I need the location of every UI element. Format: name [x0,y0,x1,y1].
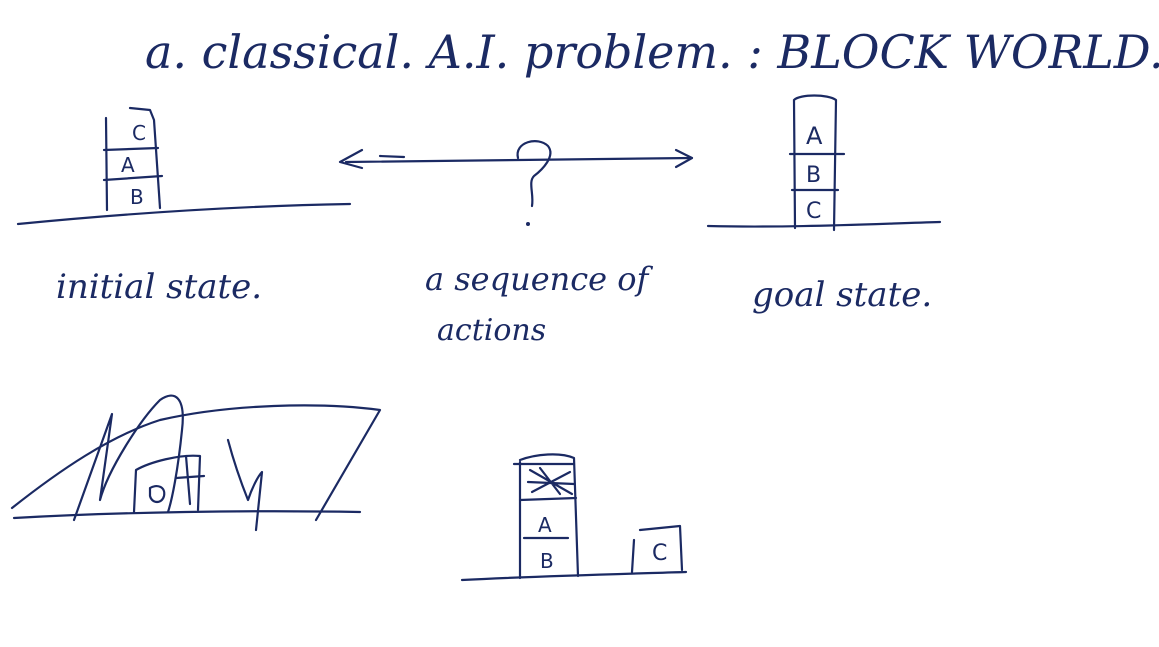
scribble-stroke-4 [226,438,264,532]
initial-state-label: initial state. [56,267,262,307]
table-line-goal [706,220,942,228]
goal-state-label: goal state. [752,275,932,315]
stack-outline-intermediate [518,453,580,580]
double-arrow-line [344,156,694,164]
goal-state-diagram: A B C goal state. [706,94,942,315]
question-mark [516,140,552,208]
intermediate-state-diagram: A B C [460,453,688,582]
scribble-table-line [12,510,362,520]
scribble-stroke-6 [174,454,206,506]
transition-arrow-group: ? a sequence of actions [338,140,694,348]
page-title: a. classical. A.I. problem. : BLOCK WORL… [145,25,1159,79]
scribble-stroke-3 [132,454,202,514]
block-label-loose: C [652,541,667,566]
stack-outline-goal [792,94,838,232]
block-label-goal-1: A [806,122,823,150]
table-line-intermediate [460,570,688,582]
scribble-stroke-5 [148,485,166,504]
question-mark-dot [526,222,530,226]
block-label-initial-2: A [121,153,135,177]
arrow-head-right [674,148,694,169]
stack-divider-goal [788,152,846,192]
block-label-goal-2: B [806,163,821,188]
actions-label-line1: a sequence of [425,260,654,298]
block-label-initial-1: C [132,121,146,145]
crossed-out-block [526,466,576,496]
scribble-stroke-1 [10,404,382,522]
block-label-intermediate-1: A [538,513,552,537]
arrow-head-left [338,148,406,170]
stack-outline-initial [104,106,162,212]
stack-divider-intermediate [512,462,578,540]
loose-block-outline [630,524,684,574]
table-line-initial [16,202,352,226]
initial-state-diagram: C A B initial state. [16,106,352,307]
block-label-goal-3: C [806,199,821,224]
block-label-initial-3: B [130,185,144,209]
actions-label-line2: actions [437,313,546,348]
scribbled-out-sketch [10,394,382,532]
scribble-stroke-2 [72,394,184,522]
block-label-intermediate-2: B [540,549,554,573]
stack-divider-initial [102,146,164,182]
